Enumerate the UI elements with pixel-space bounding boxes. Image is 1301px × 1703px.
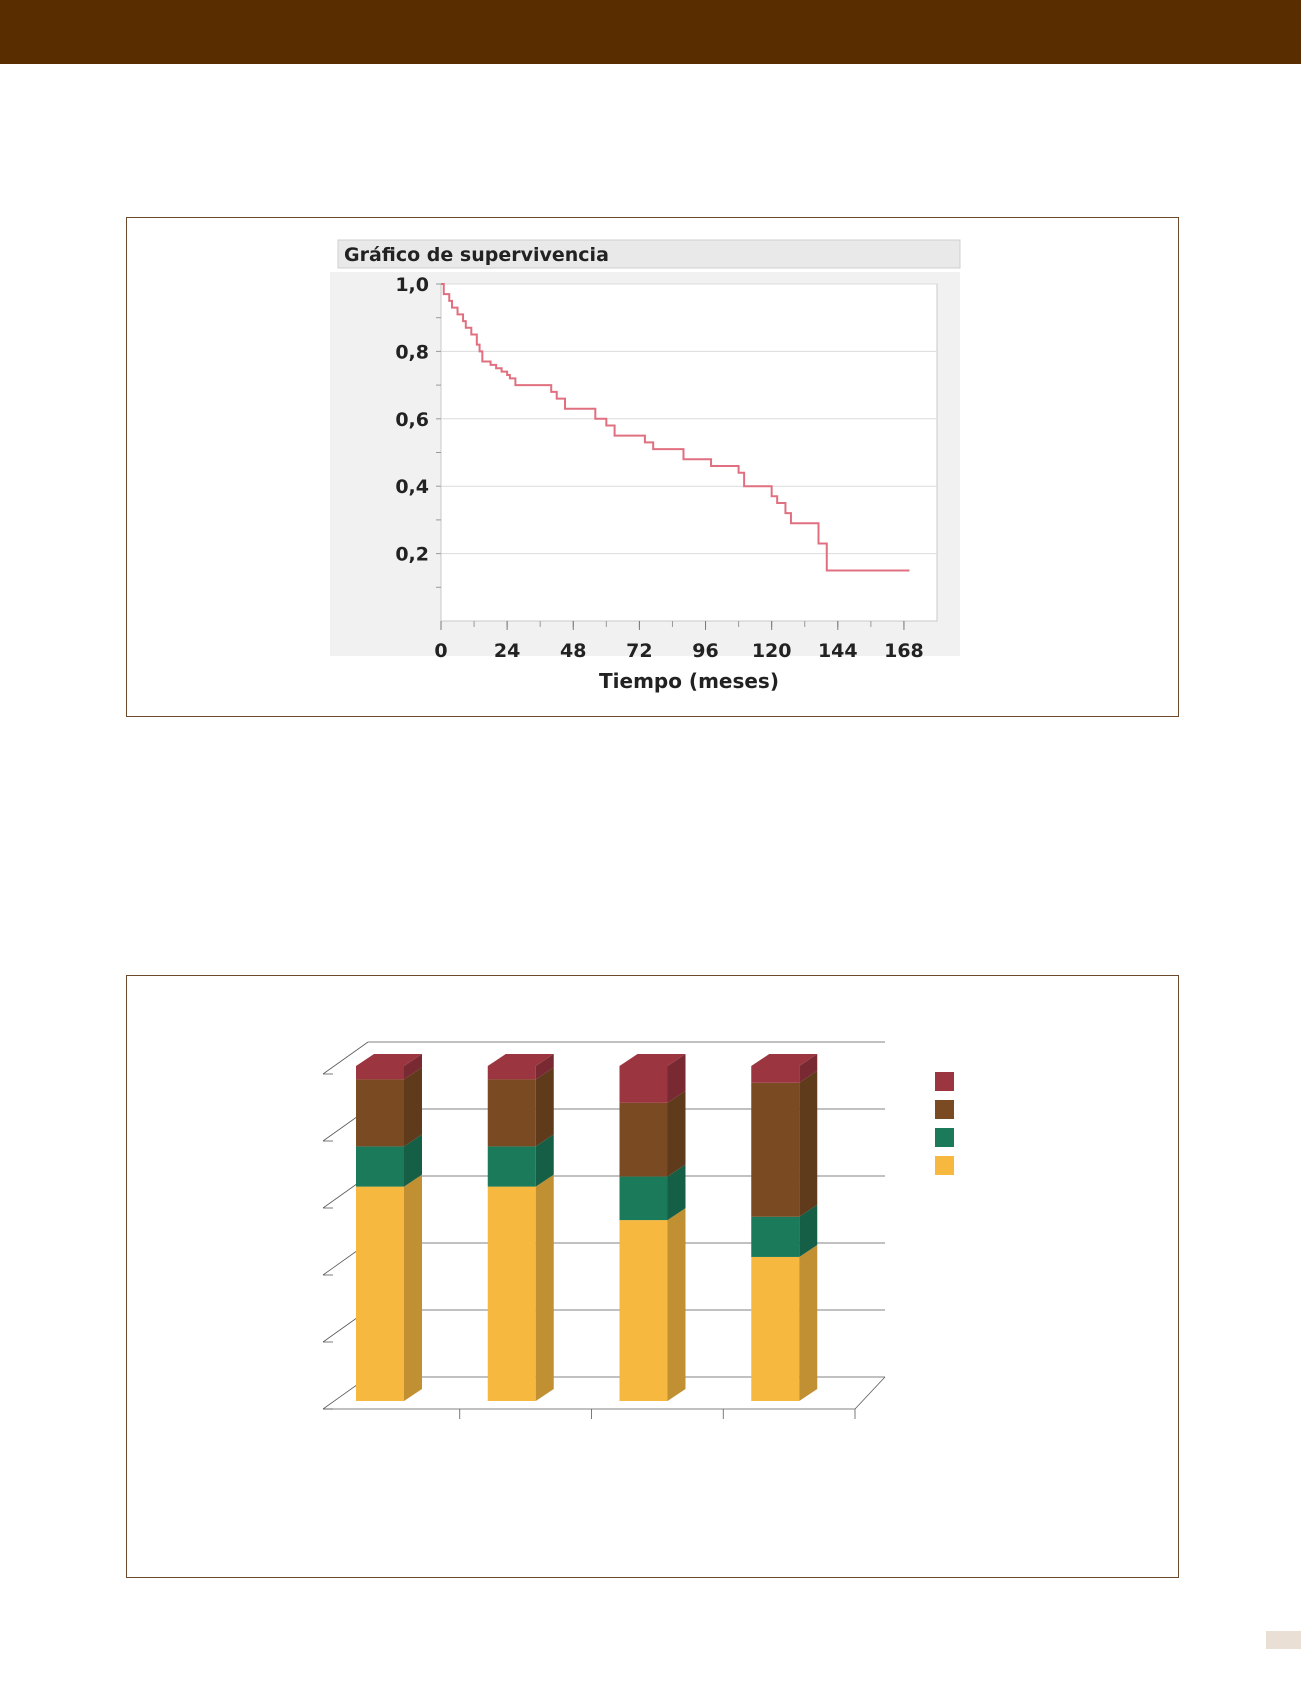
bar-segment-front [751, 1256, 800, 1401]
bar-segment-front [619, 1220, 668, 1401]
stacked-bar-chart [322, 1041, 954, 1419]
bar-segment-front [356, 1186, 404, 1401]
x-tick-label: 0 [434, 640, 447, 662]
bar-segment-side [535, 1067, 554, 1147]
bar-segment [487, 1174, 554, 1401]
bar-top-face [356, 1054, 422, 1066]
bar-segment [751, 1244, 818, 1401]
legend-swatch [935, 1156, 954, 1175]
y-grid-diagonal [322, 1041, 369, 1075]
page-number-tab [1266, 1631, 1301, 1649]
bar-segment-side [535, 1054, 554, 1080]
bar-segment [487, 1054, 554, 1080]
bar-segment-side [404, 1067, 422, 1147]
bar-segment-side [667, 1090, 686, 1177]
bar-segment-front [356, 1079, 404, 1147]
y-tick-label: 0,8 [395, 341, 429, 363]
bar-segment [487, 1134, 554, 1187]
bar-segment [356, 1134, 422, 1187]
bar-segment-front [751, 1216, 800, 1257]
bar-segment-front [487, 1066, 536, 1080]
bar-segment [619, 1090, 686, 1177]
bar-segment-front [619, 1066, 668, 1103]
bar-segment-side [799, 1244, 818, 1401]
bar-segment [356, 1174, 422, 1401]
x-tick-label: 48 [560, 640, 586, 662]
bar-segment-side [799, 1070, 818, 1217]
bar-segment-side [799, 1204, 818, 1257]
y-tick-label: 0,2 [395, 544, 429, 566]
bar-segment-side [404, 1054, 422, 1080]
bar-segment-front [487, 1146, 536, 1187]
top-banner [0, 0, 1301, 64]
stacked-bar-chart-frame [126, 975, 1179, 1578]
y-tick-label: 0,4 [395, 476, 429, 498]
survival-chart-frame: Gráfico de supervivencia 0,2 0,4 0,6 0,8 1,0 0… [126, 217, 1179, 717]
x-tick-label: 168 [884, 640, 924, 662]
x-tick-label: 96 [692, 640, 718, 662]
bar-segment [751, 1054, 818, 1083]
bar-segment-side [799, 1054, 818, 1083]
bar-segment-front [751, 1082, 800, 1217]
bar-segment-side [404, 1134, 422, 1187]
bar-segment-side [535, 1134, 554, 1187]
bar-segment [356, 1054, 422, 1080]
legend-swatch [935, 1128, 954, 1147]
bar-top-face [751, 1054, 818, 1066]
bar-segment-front [619, 1176, 668, 1221]
bar-segment-side [667, 1164, 686, 1221]
x-tick-label: 24 [494, 640, 520, 662]
bar-segment-front [356, 1146, 404, 1187]
bar-segment-front [487, 1079, 536, 1147]
legend-swatch [935, 1072, 954, 1091]
bar-segment [487, 1067, 554, 1147]
survival-curve-line [441, 283, 910, 572]
chart-title-bar [337, 239, 961, 269]
bar-segment [751, 1070, 818, 1217]
bar-segment [619, 1054, 686, 1103]
legend-swatch [935, 1100, 954, 1119]
bar-segment-side [667, 1208, 686, 1401]
floor-right-edge [854, 1376, 886, 1410]
bar-segment-side [667, 1054, 686, 1103]
bar-segment-front [356, 1066, 404, 1080]
bar-segment-front [751, 1066, 800, 1083]
bar-segment-front [619, 1102, 668, 1177]
bar-segment [356, 1067, 422, 1147]
x-tick-label: 120 [752, 640, 792, 662]
chart-title: Gráfico de supervivencia [344, 244, 609, 266]
bar-top-face [619, 1054, 686, 1066]
y-tick-label: 1,0 [395, 274, 429, 296]
y-tick-label: 0,6 [395, 409, 429, 431]
x-tick-label: 72 [626, 640, 652, 662]
x-axis-title: Tiempo (meses) [599, 669, 779, 693]
x-tick-label: 144 [818, 640, 858, 662]
bar-segment-side [404, 1174, 422, 1401]
bar-segment [619, 1164, 686, 1221]
bar-segment [751, 1204, 818, 1257]
survival-chart: Gráfico de supervivencia 0,2 0,4 0,6 0,8 1,0 0… [330, 239, 961, 693]
bar-segment-front [487, 1186, 536, 1401]
bar-segment-side [535, 1174, 554, 1401]
bar-top-face [487, 1054, 554, 1066]
bar-segment [619, 1208, 686, 1401]
